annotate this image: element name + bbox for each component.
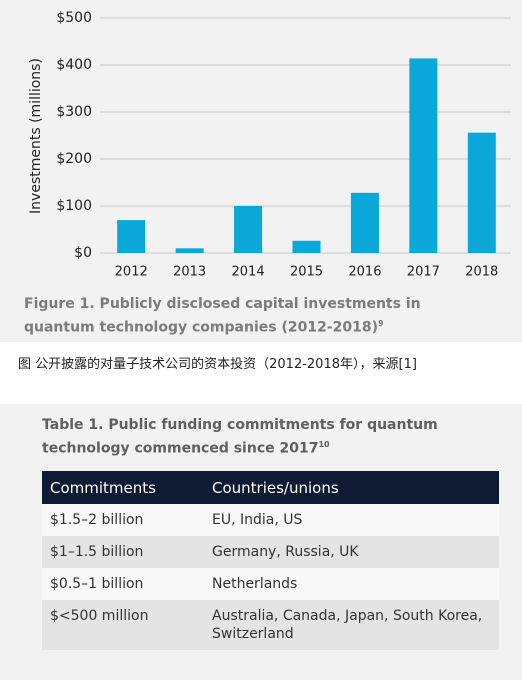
x-tick-label: 2012 — [115, 265, 148, 280]
header-cell: Commitments — [42, 471, 204, 504]
cell: $0.5–1 billion — [42, 568, 204, 600]
figure-panel: Investments (millions) $0 $100 $200 $300 $40… — [0, 0, 522, 342]
bar — [175, 248, 204, 253]
table-title: Table 1. Public funding commitments for … — [42, 416, 497, 459]
y-tick-label: $400 — [56, 57, 92, 73]
row: $1.5–2 billion EU, India, US — [42, 504, 499, 536]
x-tick-label: 2017 — [407, 265, 440, 280]
bar — [117, 220, 146, 253]
caption-text: Figure 1. Publicly disclosed capital inv… — [24, 296, 421, 336]
bar — [467, 132, 496, 253]
cell: Netherlands — [204, 568, 499, 600]
table-title-text: Table 1. Public funding commitments for … — [42, 417, 438, 457]
x-tick-label: 2014 — [232, 265, 265, 280]
x-tick-label: 2016 — [348, 265, 381, 280]
row: $0.5–1 billion Netherlands — [42, 568, 499, 600]
table-title-note: 10 — [318, 440, 330, 449]
x-tick-label: 2013 — [173, 265, 206, 280]
y-tick-label: $500 — [56, 10, 92, 26]
caption-note: 9 — [377, 319, 384, 328]
bar — [292, 240, 321, 253]
caption-cn: 图 公开披露的对量子技术公司的资本投资（2012-2018年），来源[1] — [18, 357, 417, 372]
bar — [409, 58, 438, 253]
figure-caption: Figure 1. Publicly disclosed capital inv… — [24, 294, 494, 338]
cell: $1–1.5 billion — [42, 536, 204, 568]
y-tick-label: $300 — [56, 104, 92, 120]
x-tick-label: 2018 — [465, 265, 498, 280]
row: $<500 million Australia, Canada, Japan, S… — [42, 600, 499, 650]
cell: $<500 million — [42, 600, 204, 650]
bar — [350, 192, 379, 253]
cell: EU, India, US — [204, 504, 499, 536]
y-tick-label: $200 — [56, 151, 92, 167]
header-cell: Countries/unions — [204, 471, 499, 504]
chart: Investments (millions) $0 $100 $200 $300 $40… — [28, 10, 511, 280]
row: $1–1.5 billion Germany, Russia, UK — [42, 536, 499, 568]
x-tick-label: 2015 — [290, 265, 323, 280]
cell: Australia, Canada, Japan, South Korea, S… — [204, 600, 499, 650]
y-axis-label: Investments (millions) — [28, 58, 44, 214]
y-tick-label: $0 — [74, 245, 92, 261]
table: Commitments Countries/unions $1.5–2 billi… — [42, 471, 499, 650]
table-panel: Table 1. Public funding commitments for … — [0, 404, 522, 680]
y-tick-label: $100 — [56, 198, 92, 214]
cell: $1.5–2 billion — [42, 504, 204, 536]
bar — [234, 206, 263, 253]
cell: Germany, Russia, UK — [204, 536, 499, 568]
header-row: Commitments Countries/unions — [42, 471, 499, 504]
